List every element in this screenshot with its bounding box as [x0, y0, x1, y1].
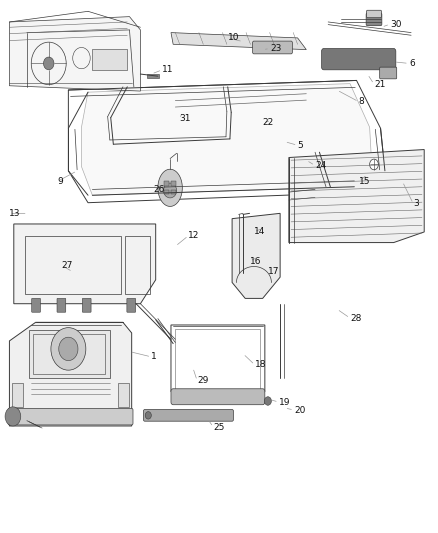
Text: 9: 9 [57, 177, 63, 186]
Text: 15: 15 [359, 177, 370, 186]
Circle shape [265, 397, 272, 405]
Text: 23: 23 [270, 44, 282, 53]
Text: 30: 30 [390, 20, 402, 29]
Circle shape [5, 407, 21, 426]
Bar [29, 330, 110, 378]
Bar [171, 190, 176, 194]
Text: 14: 14 [254, 228, 265, 237]
FancyBboxPatch shape [253, 41, 292, 54]
Bar [33, 334, 106, 374]
Circle shape [59, 337, 78, 361]
Text: 29: 29 [197, 376, 208, 385]
Polygon shape [171, 33, 306, 50]
Bar [12, 383, 22, 407]
Polygon shape [10, 322, 132, 426]
Text: 5: 5 [297, 141, 304, 150]
Text: 12: 12 [188, 231, 200, 240]
FancyBboxPatch shape [380, 67, 397, 79]
Polygon shape [10, 17, 141, 91]
Text: 19: 19 [279, 398, 290, 407]
Polygon shape [14, 224, 155, 304]
FancyBboxPatch shape [144, 409, 233, 421]
Bar [125, 236, 150, 294]
FancyBboxPatch shape [367, 10, 381, 18]
Bar [164, 181, 169, 185]
Bar [175, 329, 261, 390]
Text: 31: 31 [179, 114, 191, 123]
FancyBboxPatch shape [32, 298, 40, 312]
FancyBboxPatch shape [8, 408, 133, 425]
Text: 10: 10 [228, 34, 239, 43]
FancyBboxPatch shape [321, 49, 396, 70]
Text: 13: 13 [10, 209, 21, 218]
FancyBboxPatch shape [57, 298, 66, 312]
Text: 27: 27 [62, 261, 73, 270]
Text: 6: 6 [409, 59, 415, 68]
Bar [118, 383, 129, 407]
FancyBboxPatch shape [127, 298, 136, 312]
Polygon shape [232, 213, 280, 298]
Circle shape [145, 411, 151, 419]
Text: 26: 26 [153, 185, 165, 194]
Ellipse shape [163, 183, 177, 198]
Text: 25: 25 [213, 423, 225, 432]
Bar [92, 49, 127, 70]
Text: 18: 18 [255, 360, 266, 369]
Text: 22: 22 [263, 118, 274, 127]
Bar [147, 74, 159, 78]
Circle shape [370, 159, 378, 169]
Text: 3: 3 [413, 199, 419, 208]
Text: 20: 20 [294, 406, 305, 415]
Polygon shape [289, 150, 424, 243]
Bar [164, 190, 169, 194]
Polygon shape [81, 84, 372, 195]
Text: 24: 24 [315, 161, 326, 170]
Circle shape [51, 328, 86, 370]
Text: 16: 16 [250, 257, 261, 265]
Text: 11: 11 [162, 66, 174, 74]
Text: 8: 8 [359, 97, 364, 106]
Bar [171, 181, 176, 185]
Text: 17: 17 [268, 268, 279, 276]
Bar [25, 236, 121, 294]
FancyBboxPatch shape [82, 298, 91, 312]
Text: 1: 1 [151, 352, 157, 361]
Polygon shape [158, 169, 182, 206]
FancyBboxPatch shape [366, 13, 382, 26]
Circle shape [43, 57, 54, 70]
Text: 21: 21 [374, 79, 385, 88]
FancyBboxPatch shape [171, 389, 265, 405]
Text: 28: 28 [350, 313, 361, 322]
